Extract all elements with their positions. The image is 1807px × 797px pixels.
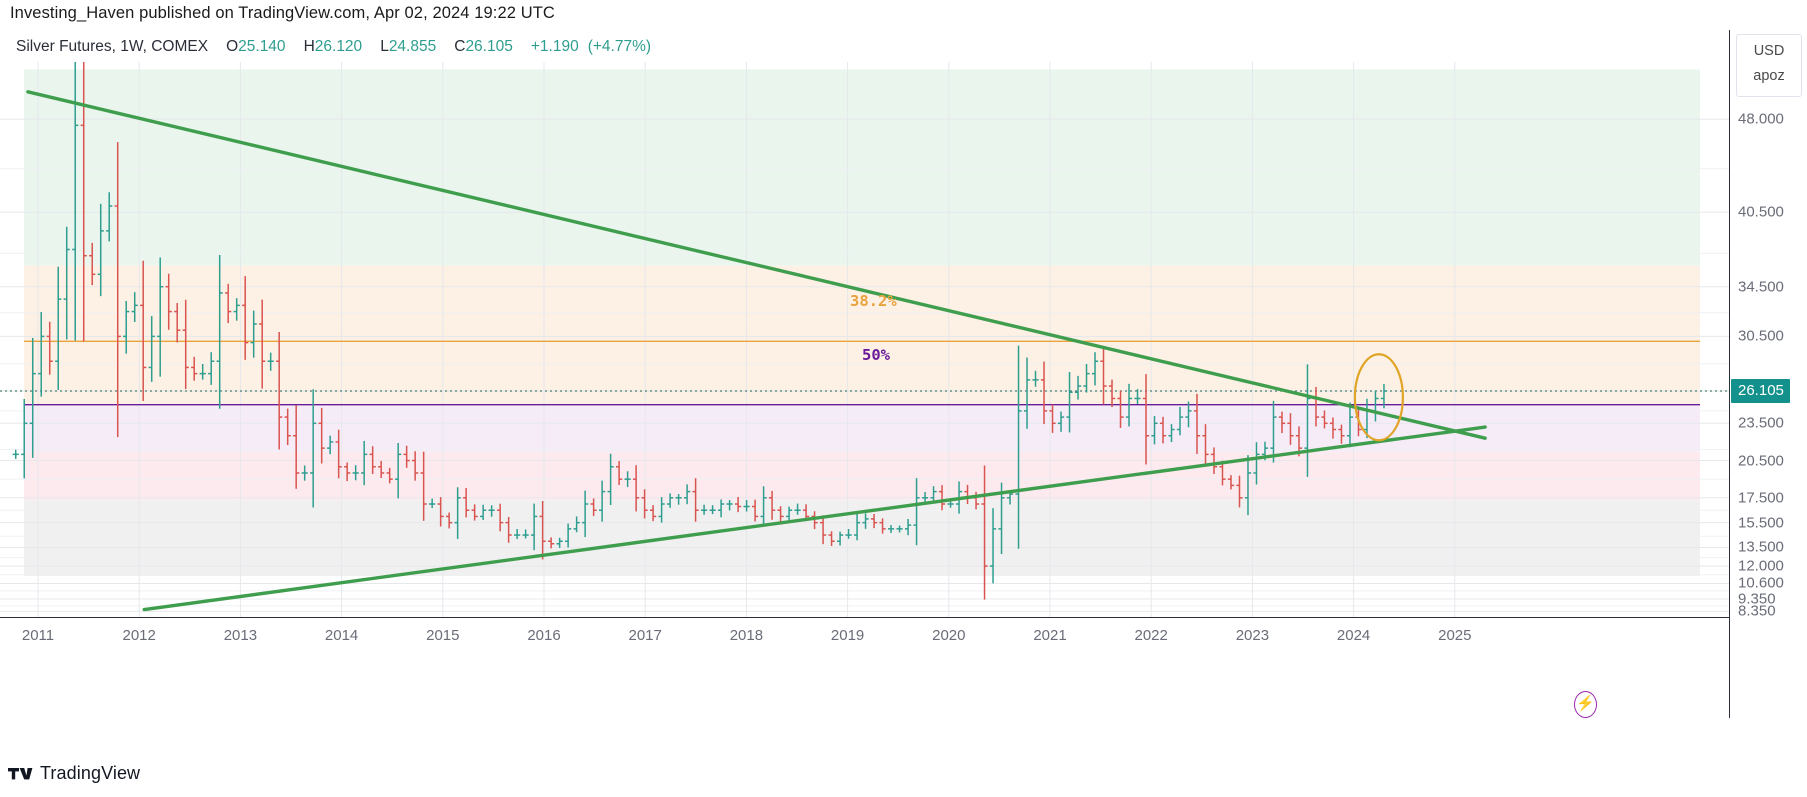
legend-close-label: C: [454, 38, 466, 55]
tradingview-logo-icon: [8, 767, 33, 779]
price-tick: 15.500: [1738, 514, 1784, 532]
tradingview-brand: TradingView: [40, 763, 141, 783]
lightning-bolt-icon[interactable]: ⚡: [1574, 691, 1597, 718]
time-tick: 2017: [628, 627, 662, 644]
price-tick: 34.500: [1738, 278, 1784, 296]
price-tick: 10.600: [1738, 574, 1784, 592]
price-scale-currency: USD: [1753, 43, 1785, 59]
price-tick: 12.000: [1738, 557, 1784, 575]
time-tick: 2013: [223, 627, 258, 644]
fib-50-label: 50%: [862, 346, 890, 364]
fib-band-2: [24, 404, 1700, 452]
chart-canvas: [0, 62, 1729, 617]
price-tick: 13.500: [1738, 538, 1784, 556]
price-tick: 23.500: [1738, 414, 1784, 432]
time-tick: 2014: [324, 627, 359, 644]
price-tick: 40.500: [1738, 203, 1784, 221]
fib-382-label: 38.2%: [850, 292, 897, 310]
last-price-badge[interactable]: 26.105: [1731, 378, 1790, 403]
price-tick: 20.500: [1738, 452, 1784, 470]
tradingview-footer: TradingView: [8, 763, 140, 784]
legend-close-value: 26.105: [465, 38, 513, 55]
price-bars: [12, 62, 1388, 600]
price-scale[interactable]: USD apoz 48.000 40.500 34.500 30.500 23.500 2…: [1729, 30, 1807, 718]
time-tick: 2015: [426, 627, 460, 644]
time-tick: 2016: [527, 627, 561, 644]
legend-low-label: L: [380, 38, 389, 55]
trendline-ascending-support[interactable]: [142, 425, 1487, 612]
time-tick: 2025: [1438, 627, 1472, 644]
trendline-descending-resistance[interactable]: [26, 90, 1487, 440]
fib-band-3: [24, 451, 1700, 501]
legend-high-value: 26.120: [314, 38, 363, 55]
time-tick: 2022: [1134, 627, 1168, 644]
time-tick: 2018: [729, 627, 764, 644]
price-tick: 48.000: [1738, 110, 1784, 128]
time-tick: 2019: [830, 627, 865, 644]
ellipse-highlight[interactable]: [1353, 353, 1405, 442]
legend-high-label: H: [303, 38, 315, 55]
legend-change-percent: (+4.77%): [587, 38, 652, 55]
price-tick: 17.500: [1738, 489, 1784, 507]
price-scale-unit-label: apoz: [1753, 68, 1785, 85]
legend-symbol[interactable]: Silver Futures, 1W, COMEX: [16, 38, 209, 55]
legend-open-value: 25.140: [238, 38, 286, 55]
time-scale[interactable]: 2011 2012 2013 2014 2015 2016 2017 2018 2019 2020…: [0, 617, 1729, 655]
time-tick: 2012: [122, 627, 156, 644]
publisher-line: Investing_Haven published on TradingView…: [10, 4, 555, 22]
price-tick: 8.350: [1738, 602, 1776, 620]
price-tick: 9.350: [1738, 590, 1776, 608]
price-scale-unit: USD apoz: [1736, 34, 1802, 97]
legend-open-label: O: [226, 38, 239, 55]
chart-legend: Silver Futures, 1W, COMEX O 25.140 H 26.…: [16, 38, 651, 56]
legend-low-value: 24.855: [388, 38, 437, 55]
legend-change-absolute: +1.190: [530, 38, 579, 55]
time-tick: 2024: [1336, 627, 1371, 644]
time-tick: 2020: [932, 627, 966, 644]
time-tick: 2011: [21, 627, 55, 644]
chart-plot-area[interactable]: 38.2% 50%: [0, 62, 1729, 617]
time-tick: 2023: [1235, 627, 1270, 644]
price-tick: 30.500: [1738, 327, 1784, 345]
time-tick: 2021: [1033, 627, 1067, 644]
fib-band-0: [24, 69, 1700, 266]
